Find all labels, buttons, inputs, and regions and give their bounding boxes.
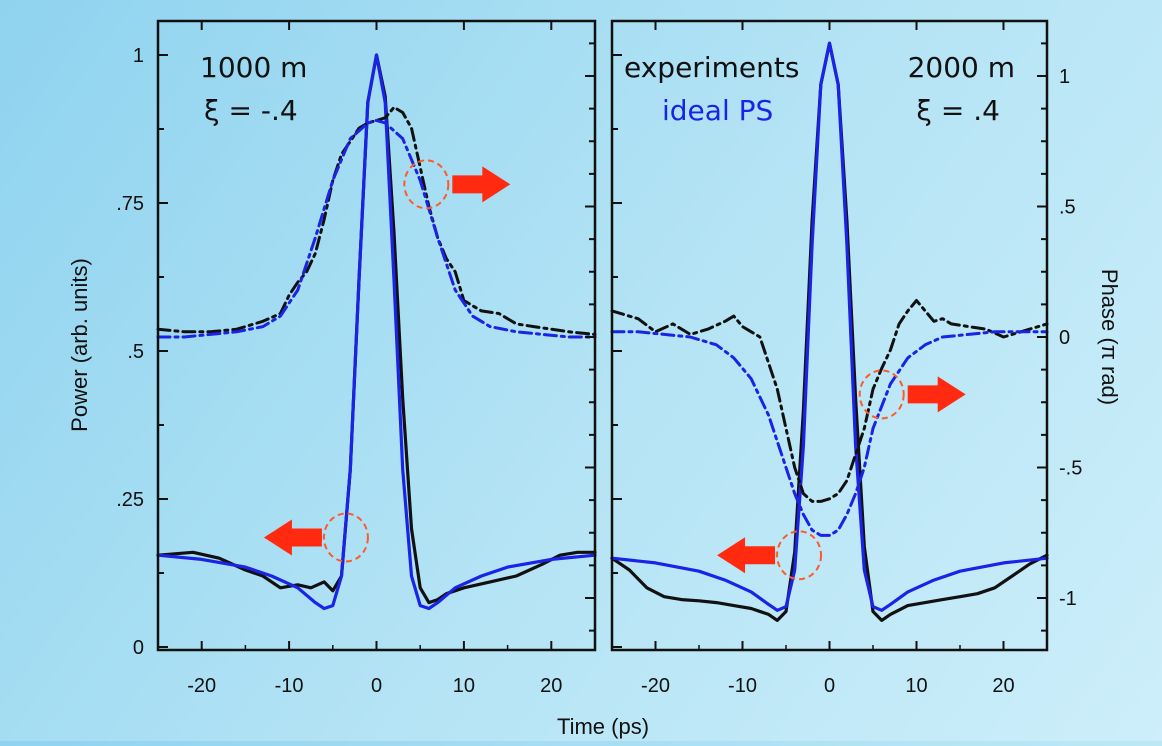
- phase-tick-label: -.5: [1059, 458, 1082, 480]
- power-tick-label: 0: [133, 637, 144, 659]
- legend-experiments: experiments: [624, 51, 799, 84]
- panel-1-xi-label: ξ = -.4: [204, 94, 298, 127]
- panel-2-x-tick-label: 10: [905, 675, 927, 697]
- y-axis-title-left: Power (arb. units): [67, 258, 92, 432]
- panel-1-experiments-power-line: [156, 53, 597, 605]
- legend-ideal: ideal PS: [662, 94, 773, 127]
- power-tick-label: .25: [116, 489, 144, 511]
- panel-1-ideal-phase-line: [156, 118, 597, 339]
- panel-2-xi-label: ξ = .4: [916, 94, 1000, 127]
- panel-2-plot: -20 -10 0 10 20 -1 -.5 0 .5 1: [610, 19, 1082, 697]
- panels-layer: -20 -10 0 10 20 0 .25 .5 .75 1 -20 -10 0 10 20 -1 -.5 0 .5…: [116, 19, 1082, 697]
- panel-2-ideal-power-line: [610, 41, 1049, 612]
- panel-2-ideal-phase-line: [610, 330, 1049, 537]
- phase-tick-label: -1: [1059, 588, 1077, 610]
- panel-1-distance-label: 1000 m: [200, 51, 307, 84]
- panel-1-plot: -20 -10 0 10 20 0 .25 .5 .75 1: [116, 19, 597, 697]
- phase-tick-label: 0: [1059, 327, 1070, 349]
- panel-2-distance-label: 2000 m: [908, 51, 1015, 84]
- panel-1-x-tick-label: -10: [275, 675, 304, 697]
- panel-2-experiments-phase-line: [610, 299, 1049, 503]
- panel-2-marker-arrow-2: [717, 537, 776, 574]
- panel-1-x-tick-label: 0: [371, 675, 382, 697]
- panel-1-marker-circle-2: [322, 512, 369, 563]
- power-tick-label: .5: [127, 341, 144, 363]
- panel-1-experiments-phase-line: [156, 105, 597, 336]
- y-axis-title-right: Phase (π rad): [1097, 269, 1122, 405]
- panel-2-marker-arrow-1: [907, 376, 966, 413]
- panel-2-x-tick-label: -10: [728, 675, 757, 697]
- panel-2-x-tick-label: -20: [641, 675, 670, 697]
- panel-1-x-tick-label: 20: [540, 675, 562, 697]
- panel-2-marker-circle-2: [776, 530, 823, 581]
- panel-1-marker-circle-1: [403, 159, 450, 210]
- power-tick-label: 1: [133, 45, 144, 67]
- panel-2-experiments-power-line: [610, 41, 1049, 623]
- x-axis-title: Time (ps): [557, 714, 649, 739]
- panel-1-x-tick-label: 10: [453, 675, 475, 697]
- panel-1-ideal-power-line: [156, 53, 597, 611]
- power-tick-label: .75: [116, 193, 144, 215]
- panel-2-x-tick-label: 0: [824, 675, 835, 697]
- phase-tick-label: .5: [1059, 197, 1076, 219]
- panel-1-marker-arrow-2: [263, 519, 322, 556]
- panel-1-marker-arrow-1: [452, 166, 511, 203]
- panel-2-x-tick-label: 20: [992, 675, 1014, 697]
- panel-1-x-tick-label: -20: [187, 675, 216, 697]
- phase-tick-label: 1: [1059, 66, 1070, 88]
- panel-2-marker-circle-1: [858, 369, 905, 420]
